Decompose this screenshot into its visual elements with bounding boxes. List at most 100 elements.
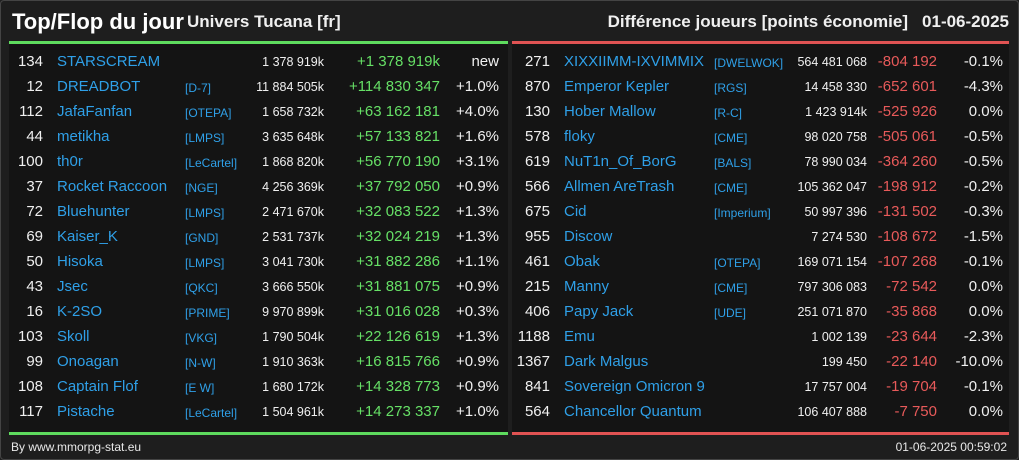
player-rank: 69 (26, 228, 43, 245)
alliance-tag-link[interactable]: [LMPS] (185, 256, 225, 270)
footer-timestamp: 01-06-2025 00:59:02 (895, 440, 1007, 454)
alliance-tag-link[interactable]: [D-7] (185, 81, 212, 95)
alliance-tag-link[interactable]: [CME] (714, 131, 748, 145)
player-name-link[interactable]: Emu (564, 328, 595, 345)
player-name-link[interactable]: Emperor Kepler (564, 78, 670, 95)
player-name-link[interactable]: Pistache (57, 403, 115, 420)
points-difference: +32 083 522 (356, 203, 440, 220)
player-name-link[interactable]: Rocket Raccoon (57, 178, 168, 195)
player-name-link[interactable]: NuT1n_Of_BorG (564, 153, 677, 170)
player-name-link[interactable]: Manny (564, 278, 610, 295)
player-name-link[interactable]: Captain Flof (57, 378, 138, 395)
player-name-link[interactable]: floky (564, 128, 595, 145)
top-player-row: 12 DREADBOT [D-7] 11 884 505k +114 830 347 +1… (9, 75, 508, 100)
universe-label: Univers Tucana [fr] (187, 12, 341, 31)
percent-change: 0.0% (968, 103, 1003, 120)
alliance-tag-link[interactable]: [LMPS] (185, 206, 225, 220)
player-points: 199 450 (821, 355, 867, 369)
player-name-link[interactable]: Bluehunter (57, 203, 130, 220)
player-rank: 112 (19, 103, 43, 120)
alliance-tag-link[interactable]: [QKC] (185, 281, 218, 295)
player-name-link[interactable]: Cid (564, 203, 587, 220)
player-name-link[interactable]: Dark Malgus (564, 353, 649, 370)
player-name-link[interactable]: Allmen AreTrash (564, 178, 675, 195)
player-name-link[interactable]: th0r (57, 153, 83, 170)
alliance-tag-link[interactable]: [NGE] (185, 181, 218, 195)
player-name-link[interactable]: Skoll (57, 328, 90, 345)
player-rank: 841 (524, 378, 550, 395)
player-name-link[interactable]: Hisoka (57, 253, 103, 270)
points-difference: +31 882 286 (356, 253, 440, 270)
percent-change: +3.1% (456, 153, 499, 170)
player-name-link[interactable]: Discow (564, 228, 613, 245)
flop-player-row: 564 Chancellor Quantum 106 407 888 -7 750 0.… (512, 400, 1009, 425)
alliance-tag-link[interactable]: [DWELWOK] (714, 56, 784, 70)
player-rank: 955 (524, 228, 550, 245)
player-rank: 43 (26, 278, 43, 295)
player-name-link[interactable]: Obak (564, 253, 600, 270)
alliance-tag-link[interactable]: [E W] (185, 381, 215, 395)
alliance-tag-link[interactable]: [LMPS] (185, 131, 225, 145)
player-name-link[interactable]: Kaiser_K (57, 228, 118, 245)
top-player-row: 16 K-2SO [PRIME] 9 970 899k +31 016 028 +0.3% (9, 300, 508, 325)
player-points: 1 680 172k (262, 380, 324, 394)
player-name-link[interactable]: Papy Jack (564, 303, 634, 320)
player-name-link[interactable]: metikha (57, 128, 110, 145)
top-player-row: 37 Rocket Raccoon [NGE] 4 256 369k +37 792 0… (9, 175, 508, 200)
player-name-link[interactable]: Sovereign Omicron 9 (564, 378, 705, 395)
alliance-tag-link[interactable]: [LeCartel] (185, 156, 238, 170)
alliance-tag-link[interactable]: [GND] (185, 231, 219, 245)
top-players-panel: 134 STARSCREAM 1 378 919k +1 378 919k new 12 D… (9, 41, 508, 435)
alliance-tag-link[interactable]: [OTEPA] (185, 106, 232, 120)
alliance-tag-link[interactable]: [CME] (714, 181, 748, 195)
alliance-tag-link[interactable]: [PRIME] (185, 306, 230, 320)
flop-player-row: 406 Papy Jack [UDE] 251 071 870 -35 868 0.0% (512, 300, 1009, 325)
points-difference: +114 830 347 (348, 78, 440, 95)
top-player-row: 103 Skoll [VKG] 1 790 504k +22 126 619 +1.3% (9, 325, 508, 350)
player-name-link[interactable]: Hober Mallow (564, 103, 656, 120)
player-name-link[interactable]: XIXXIIMM-IXVIMMIX (564, 53, 705, 70)
top-player-row: 134 STARSCREAM 1 378 919k +1 378 919k new (9, 50, 508, 75)
source-credit: By www.mmorpg-stat.eu (11, 440, 142, 454)
alliance-tag-link[interactable]: [N-W] (185, 356, 216, 370)
points-difference: -198 912 (877, 178, 937, 195)
player-rank: 99 (26, 353, 43, 370)
player-points: 9 970 899k (262, 305, 324, 319)
alliance-tag-link[interactable]: [R-C] (714, 106, 742, 120)
points-difference: -804 192 (877, 53, 937, 70)
alliance-tag-link[interactable]: [BALS] (714, 156, 752, 170)
flop-player-row: 130 Hober Mallow [R-C] 1 423 914k -525 926 0.… (512, 100, 1009, 125)
percent-change: +1.0% (456, 78, 499, 95)
flop-player-row: 215 Manny [CME] 797 306 083 -72 542 0.0% (512, 275, 1009, 300)
points-difference: -364 260 (877, 153, 937, 170)
percent-change: +0.9% (456, 353, 499, 370)
points-difference: -652 601 (877, 78, 937, 95)
player-name-link[interactable]: DREADBOT (57, 78, 141, 95)
alliance-tag-link[interactable]: [LeCartel] (185, 406, 238, 420)
player-points: 251 071 870 (797, 305, 867, 319)
alliance-tag-link[interactable]: [RGS] (714, 81, 747, 95)
player-rank: 108 (17, 378, 43, 395)
percent-change: 0.0% (968, 278, 1003, 295)
player-name-link[interactable]: Chancellor Quantum (564, 403, 702, 420)
player-rank: 578 (524, 128, 550, 145)
flop-player-row: 841 Sovereign Omicron 9 17 757 004 -19 704 -… (512, 375, 1009, 400)
percent-change: -0.3% (963, 203, 1003, 220)
player-name-link[interactable]: STARSCREAM (57, 53, 161, 70)
player-name-link[interactable]: Onoagan (57, 353, 119, 370)
points-difference: -7 750 (894, 403, 937, 420)
alliance-tag-link[interactable]: [UDE] (714, 306, 747, 320)
alliance-tag-link[interactable]: [Imperium] (714, 206, 771, 220)
player-points: 797 306 083 (797, 280, 867, 294)
alliance-tag-link[interactable]: [OTEPA] (714, 256, 761, 270)
player-name-link[interactable]: K-2SO (57, 303, 103, 320)
percent-change: -10.0% (955, 353, 1003, 370)
alliance-tag-link[interactable]: [CME] (714, 281, 748, 295)
player-name-link[interactable]: Jsec (57, 278, 88, 295)
player-points: 4 256 369k (262, 180, 324, 194)
alliance-tag-link[interactable]: [VKG] (185, 331, 218, 345)
player-name-link[interactable]: JafaFanfan (57, 103, 133, 120)
top-player-row: 117 Pistache [LeCartel] 1 504 961k +14 273 3… (9, 400, 508, 425)
player-rank: 1367 (516, 353, 550, 370)
